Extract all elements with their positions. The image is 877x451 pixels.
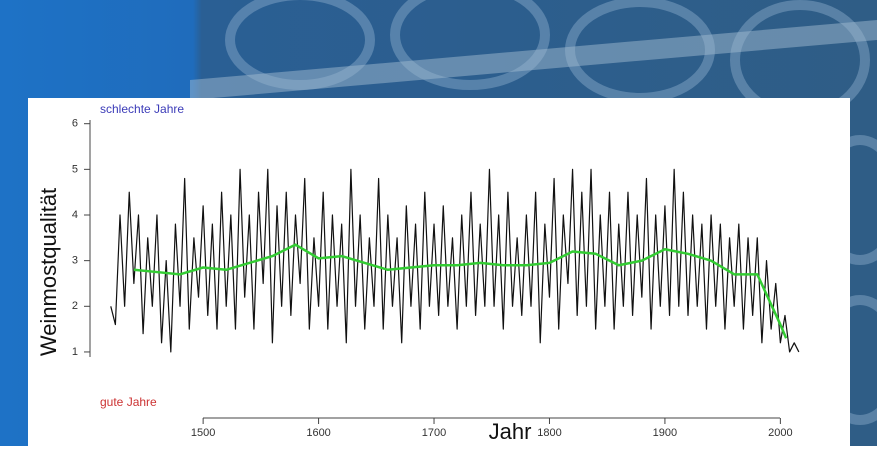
x-tick-label: 1600: [306, 427, 330, 439]
y-axis-label: Weinmostqualität: [36, 188, 61, 356]
x-tick-label: 1700: [422, 427, 446, 439]
x-tick-label: 1900: [653, 427, 677, 439]
y-tick-label: 1: [72, 346, 78, 358]
y-tick-label: 2: [72, 300, 78, 312]
bottom-note: gute Jahre: [100, 395, 157, 409]
top-note: schlechte Jahre: [100, 102, 184, 116]
data-line: [110, 168, 800, 353]
data-line: [133, 243, 788, 339]
shelf-beam: [190, 20, 877, 100]
y-tick-label: 6: [72, 118, 78, 130]
y-tick-label: 3: [72, 255, 78, 267]
x-axis-label: Jahr: [489, 419, 532, 444]
x-tick-label: 2000: [768, 427, 792, 439]
y-tick-label: 5: [72, 163, 78, 175]
x-tick-label: 1800: [537, 427, 561, 439]
y-tick-label: 4: [72, 209, 78, 221]
x-tick-label: 1500: [191, 427, 215, 439]
